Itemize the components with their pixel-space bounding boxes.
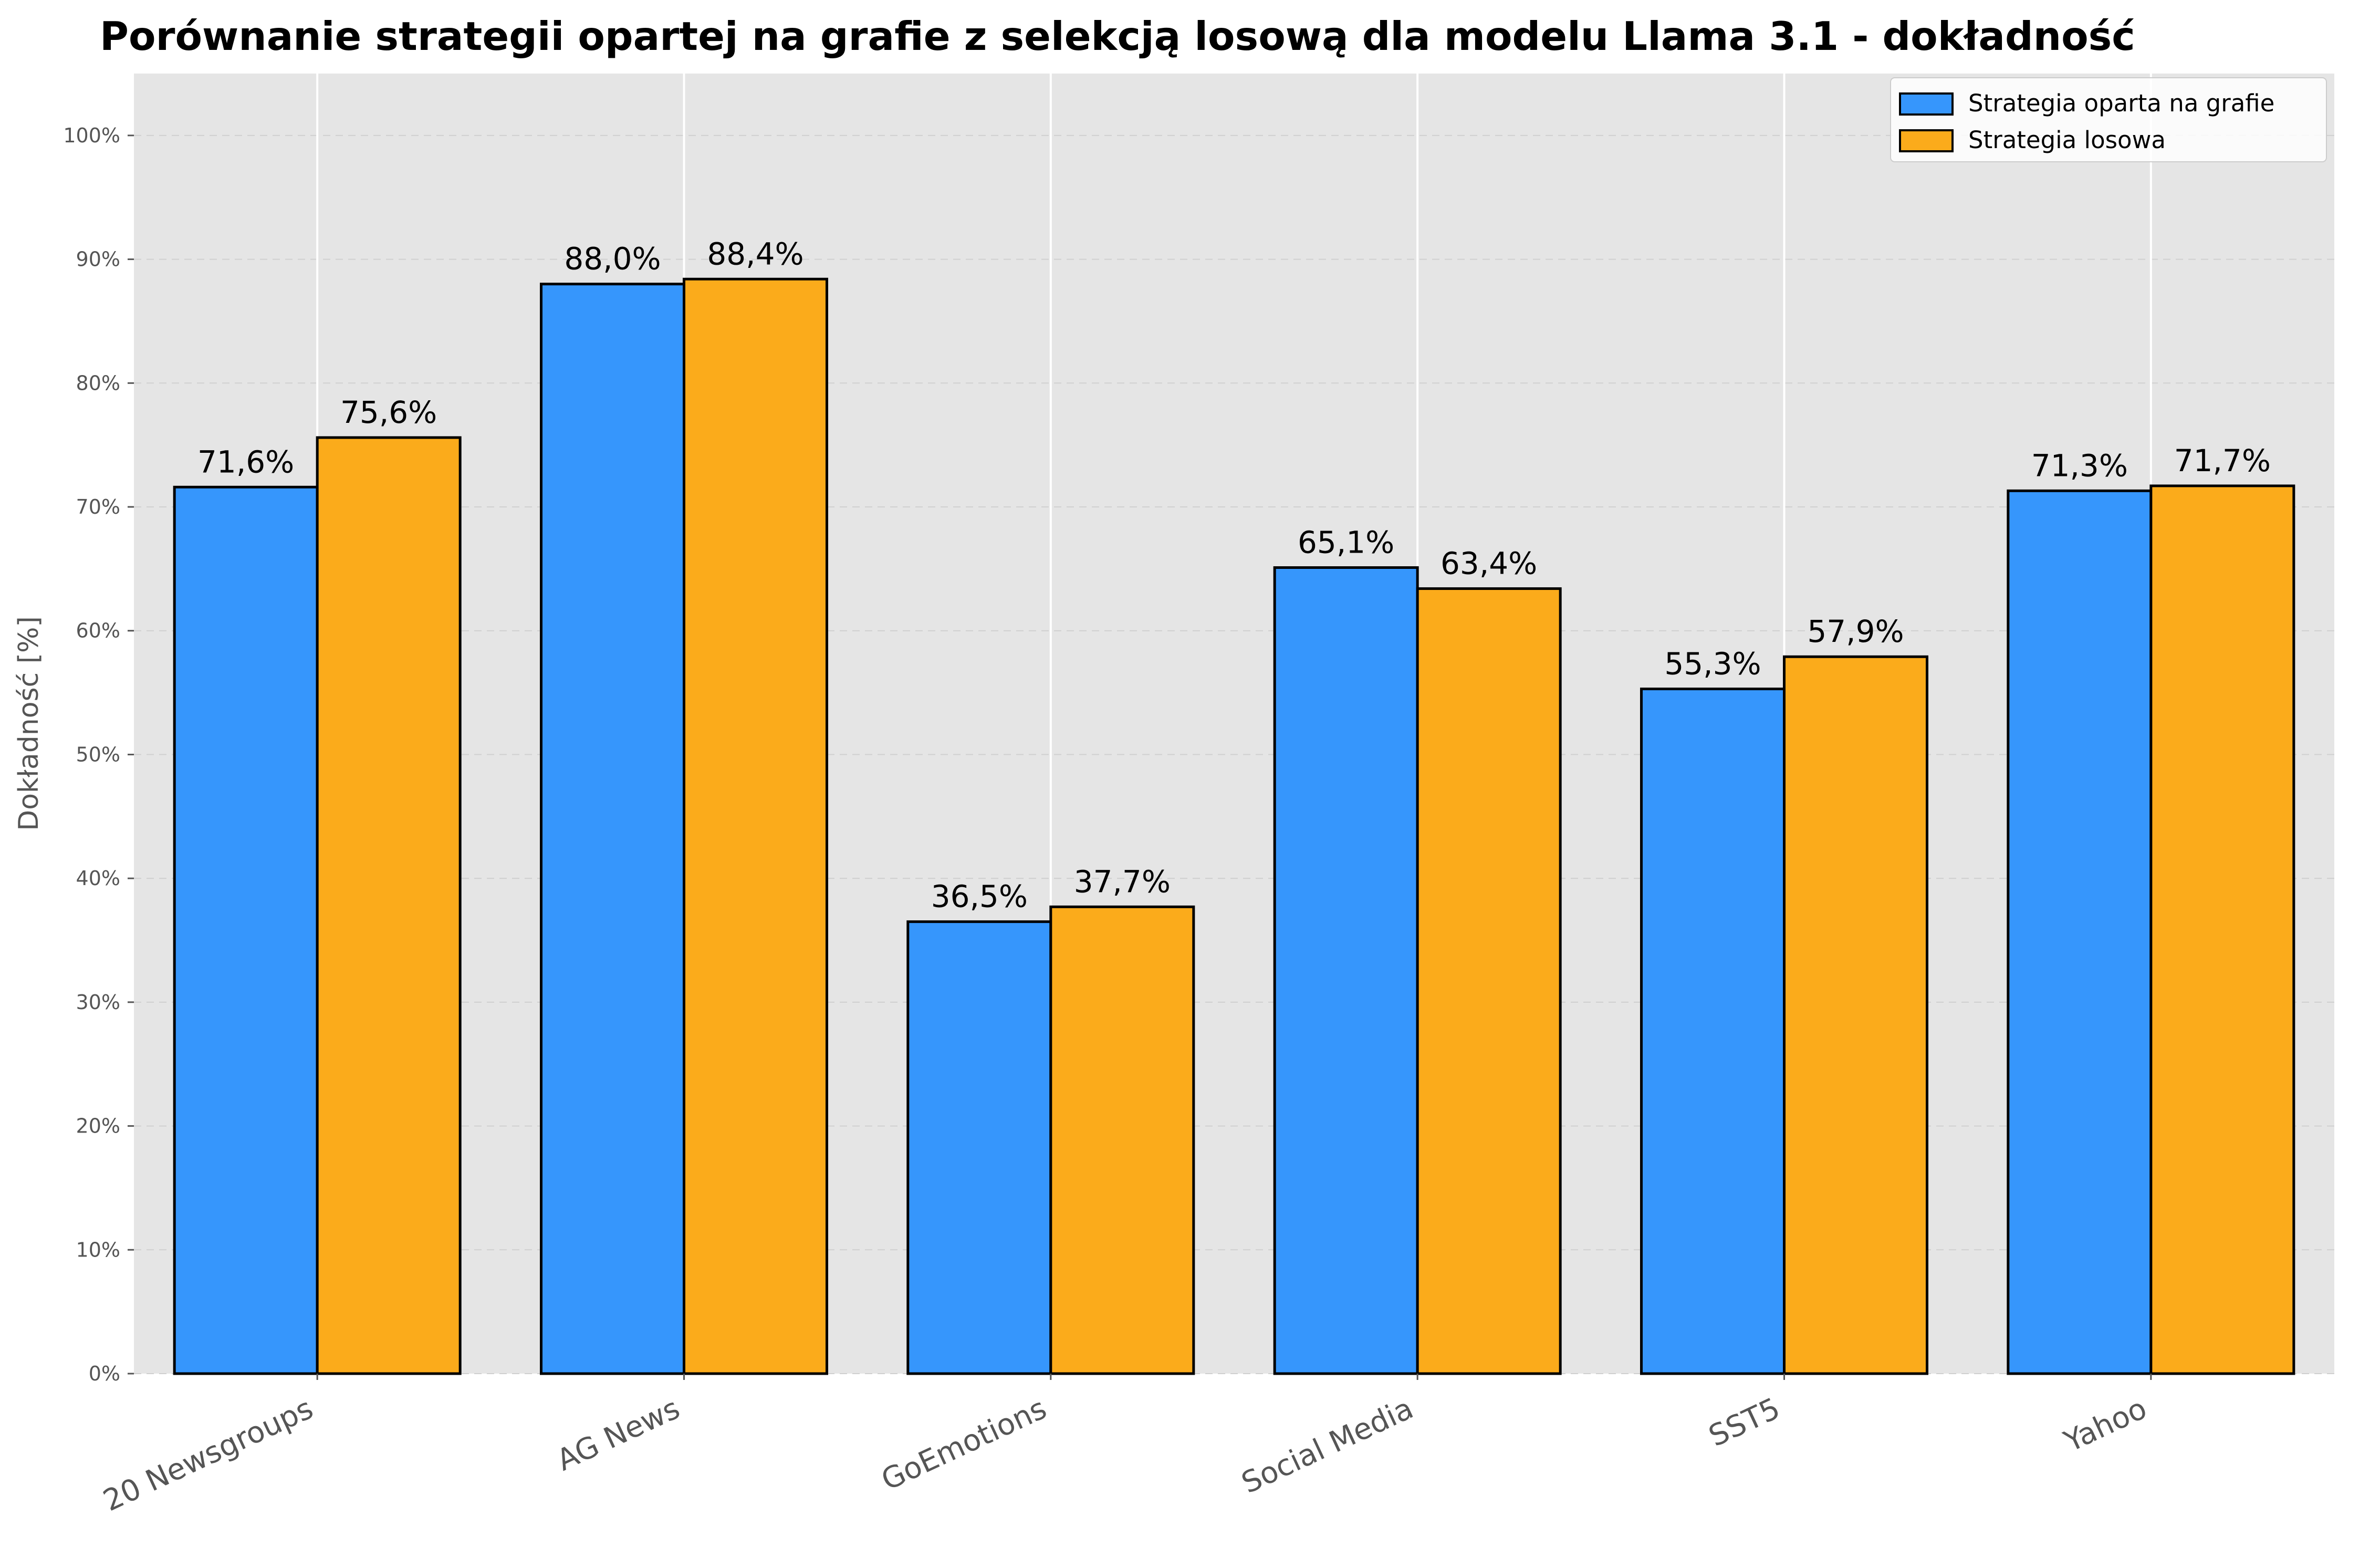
legend-box: [1890, 77, 2327, 162]
x-tick-label: GoEmotions: [876, 1391, 1052, 1498]
legend-label-graph: Strategia oparta na grafie: [1968, 89, 2274, 117]
bar-graph: [1273, 566, 1419, 1375]
data-label: 65,1%: [1298, 525, 1394, 560]
x-tick-label: AG News: [552, 1391, 685, 1478]
bar-graph: [540, 283, 685, 1375]
data-label: 71,7%: [2174, 443, 2271, 479]
x-axis: 20 Newsgroups AG News GoEmotions Social Med…: [98, 1374, 2152, 1518]
bar-graph: [906, 920, 1052, 1375]
x-tick-label: Yahoo: [2059, 1391, 2152, 1459]
y-tick-label: 90%: [76, 248, 120, 271]
legend-swatch-graph: [1899, 92, 1954, 116]
data-label: 88,4%: [707, 236, 803, 272]
data-label: 75,6%: [340, 394, 437, 430]
y-tick-label: 50%: [76, 743, 120, 766]
chart-title: Porównanie strategii opartej na grafie z…: [100, 13, 2135, 59]
data-label: 37,7%: [1074, 864, 1171, 899]
bar-random: [1049, 905, 1195, 1375]
bar-random: [2149, 484, 2295, 1375]
bar-graph: [173, 485, 319, 1375]
legend-label-random: Strategia losowa: [1968, 126, 2166, 154]
data-label: 57,9%: [1807, 614, 1904, 649]
y-tick-label: 30%: [76, 991, 120, 1014]
x-tick-label: SST5: [1704, 1391, 1785, 1453]
y-tick-label: 70%: [76, 495, 120, 518]
data-label: 55,3%: [1664, 646, 1761, 682]
data-labels: 71,6% 88,0% 36,5% 65,1% 55,3% 71,3% 75,6% 88,4%…: [197, 236, 2271, 914]
y-axis: 0% 10% 20% 30% 40% 50% 60% 70% 80% 90% 100%: [63, 124, 134, 1385]
data-label: 63,4%: [1440, 546, 1537, 581]
bar-random: [683, 277, 828, 1375]
plot-area: [134, 74, 2334, 1374]
bars: [173, 277, 2295, 1375]
y-tick-label: 10%: [76, 1238, 120, 1261]
data-label: 36,5%: [931, 879, 1028, 915]
legend-swatch-random: [1899, 129, 1954, 152]
bar-random: [1416, 587, 1562, 1375]
y-tick-label: 20%: [76, 1115, 120, 1138]
y-tick-label: 80%: [76, 371, 120, 394]
y-tick-label: 100%: [63, 124, 120, 147]
data-label: 71,6%: [197, 444, 294, 480]
y-axis-label: Dokładność [%]: [13, 616, 45, 831]
data-label: 71,3%: [2031, 448, 2128, 483]
bar-graph: [2007, 489, 2153, 1375]
legend: Strategia oparta na grafie Strategia los…: [1890, 77, 2327, 162]
bar-graph: [1640, 688, 1786, 1375]
bar-random: [1783, 655, 1928, 1375]
data-label: 88,0%: [564, 241, 661, 277]
y-tick-label: 40%: [76, 867, 120, 890]
bar-random: [316, 436, 462, 1375]
x-tick-label: 20 Newsgroups: [98, 1391, 318, 1519]
y-tick-label: 0%: [89, 1362, 120, 1385]
y-tick-label: 60%: [76, 619, 120, 642]
x-tick-label: Social Media: [1237, 1391, 1419, 1501]
